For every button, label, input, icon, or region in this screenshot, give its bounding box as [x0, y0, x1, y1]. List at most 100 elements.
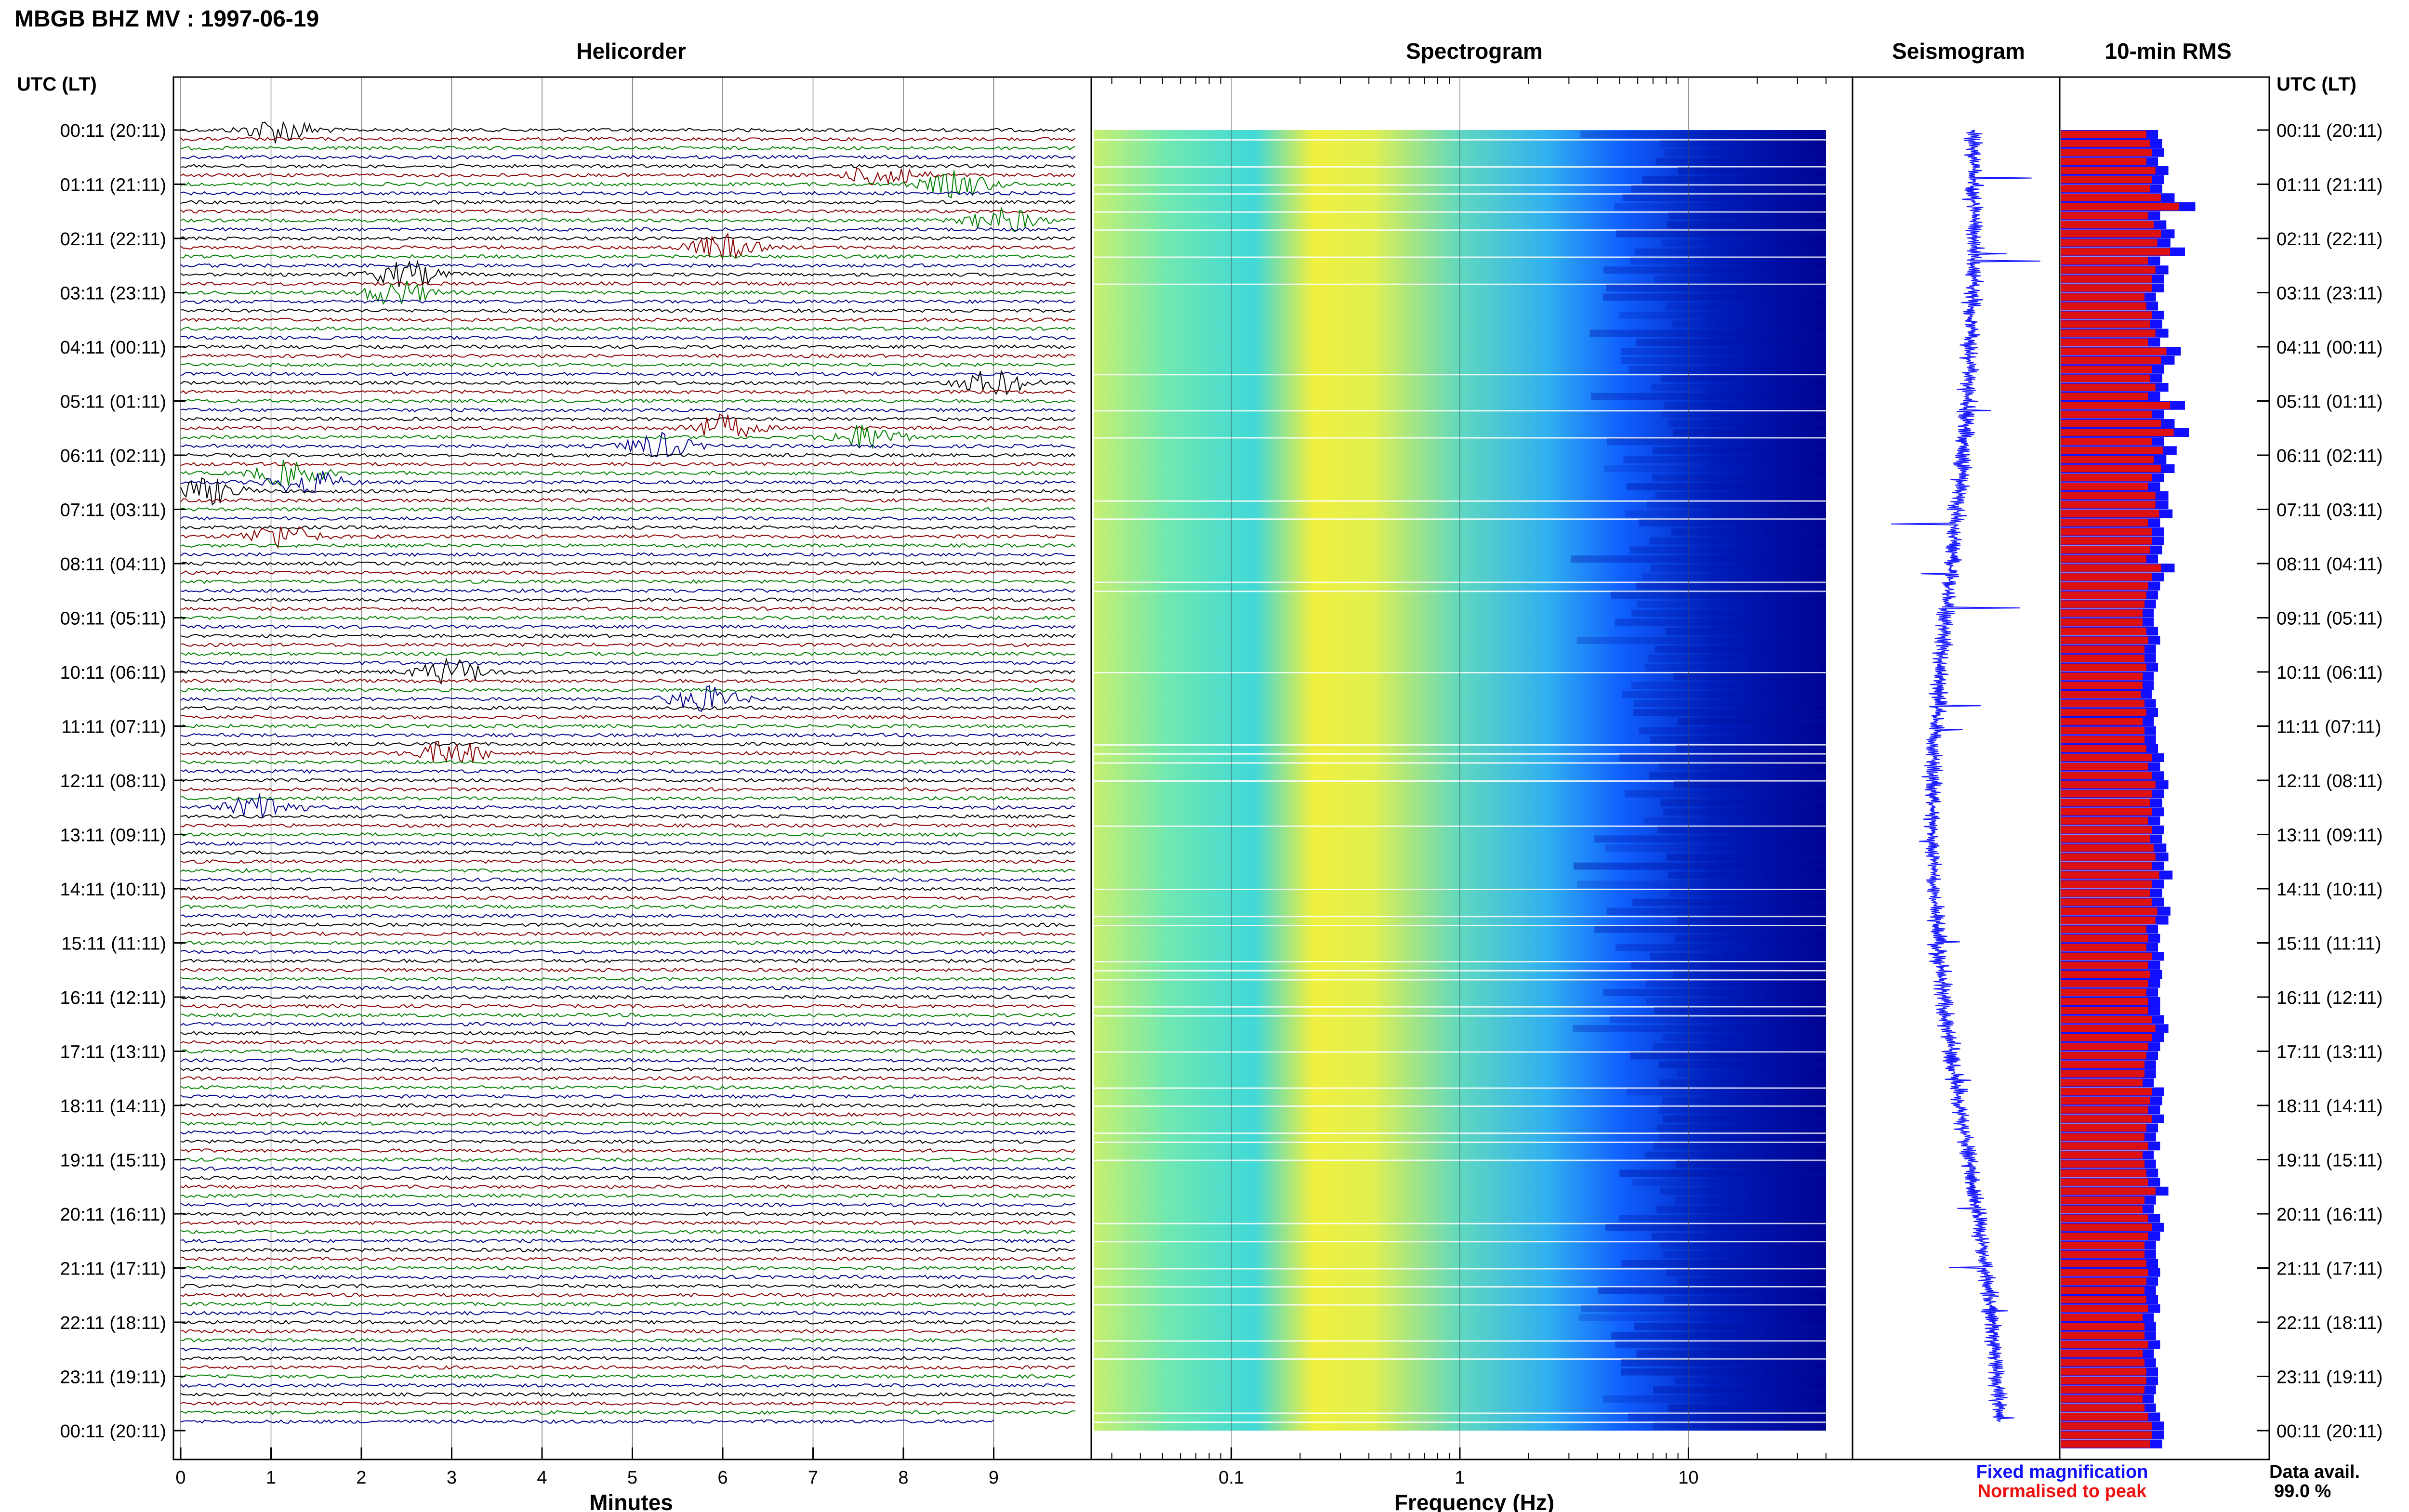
spectrogram-row-band	[1639, 519, 1826, 526]
time-label-left: 00:11 (20:11)	[60, 1421, 166, 1442]
rms-bar-normalised	[2061, 790, 2152, 798]
helicorder-trace	[180, 1211, 1075, 1216]
rms-bar-normalised	[2061, 293, 2145, 301]
helicorder-trace	[180, 814, 1075, 819]
helicorder-trace	[180, 362, 1075, 368]
spectrogram-row-band	[1630, 962, 1826, 969]
rms-bar-normalised	[2061, 510, 2159, 518]
rms-bar-normalised	[2061, 284, 2152, 292]
spectrogram-row-band	[1625, 510, 1826, 518]
time-label-left: 00:11 (20:11)	[60, 121, 166, 141]
rms-bar-normalised	[2061, 410, 2152, 418]
helicorder-trace	[180, 1302, 1075, 1307]
spectrogram-row-band	[1636, 1350, 1826, 1357]
spectrogram-row-band	[1653, 1386, 1826, 1394]
helicorder-trace	[180, 657, 1075, 686]
spectrogram-row-band	[1663, 1115, 1826, 1123]
helicorder-trace	[180, 254, 1075, 259]
panel-title-rms: 10-min RMS	[2105, 39, 2231, 64]
time-label-right: 05:11 (01:11)	[2277, 392, 2383, 412]
spectrogram-row-band	[1666, 854, 1826, 861]
rms-bar-normalised	[2061, 1386, 2145, 1394]
rms-bar-normalised	[2061, 1106, 2148, 1114]
time-label-left: 14:11 (10:11)	[60, 880, 166, 900]
spectrogram-row-band	[1598, 1287, 1826, 1294]
rms-bar-normalised	[2061, 501, 2156, 509]
helicorder-trace	[180, 461, 1075, 467]
spectrogram-row-band	[1653, 1043, 1826, 1051]
time-label-right: 14:11 (10:11)	[2277, 880, 2383, 900]
spectrogram-row-band	[1678, 718, 1826, 725]
spectrogram-row-band	[1653, 1143, 1826, 1150]
spectrogram-row-band	[1669, 890, 1826, 897]
time-label-left: 20:11 (16:11)	[60, 1205, 166, 1225]
rms-bar-normalised	[2061, 1034, 2152, 1041]
helicorder-trace	[180, 417, 1075, 421]
helicorder-panel: 0 1 2 3 4 5 6 7 8 9	[172, 76, 1092, 1488]
rms-bar-normalised	[2061, 916, 2156, 924]
spectrogram-row-band	[1621, 1368, 1826, 1376]
spectrogram-row-band	[1630, 185, 1826, 193]
spectrogram-row-band	[1619, 312, 1826, 319]
spectrogram-row-band	[1654, 1007, 1826, 1014]
rms-bar-normalised	[2061, 808, 2152, 815]
spectrogram-row-band	[1636, 582, 1826, 590]
spectrogram-row-band	[1662, 1034, 1826, 1041]
rms-bar-normalised	[2061, 465, 2161, 473]
time-label-left: 21:11 (17:11)	[60, 1259, 166, 1279]
rms-bar-normalised	[2061, 555, 2146, 563]
rms-bar-normalised	[2061, 952, 2152, 960]
spectrogram-row-band	[1648, 655, 1826, 662]
helicorder-trace	[180, 453, 1076, 458]
helicorder-trace	[180, 1229, 1075, 1235]
helicorder-trace	[180, 1347, 1075, 1352]
spectrogram-row-band	[1605, 1223, 1826, 1231]
rms-bar-normalised	[2061, 1287, 2145, 1294]
spectrogram-row-band	[1674, 934, 1826, 942]
spectrogram-row-band	[1676, 745, 1826, 752]
helicorder-trace	[180, 1103, 1075, 1108]
helicorder-trace	[180, 995, 1075, 1000]
rms-bar-normalised	[2061, 862, 2152, 870]
time-label-left: 22:11 (18:11)	[60, 1313, 166, 1333]
rms-bar-normalised	[2061, 266, 2156, 274]
helicorder-trace	[180, 1003, 1075, 1009]
rms-bar-normalised	[2061, 600, 2145, 608]
time-label-left: 06:11 (02:11)	[60, 446, 166, 466]
rms-bar-normalised	[2061, 1196, 2145, 1204]
helicorder-trace	[180, 1356, 1075, 1361]
spectrogram-row-band	[1673, 971, 1826, 978]
time-axis-header-left: UTC (LT)	[17, 74, 97, 95]
helicorder-trace	[180, 742, 1075, 747]
helicorder-trace	[180, 597, 1075, 602]
rms-bar-normalised	[2061, 1214, 2148, 1222]
rms-bar-normalised	[2061, 356, 2161, 364]
spectrogram-row-band	[1634, 248, 1826, 256]
rms-bar-normalised	[2061, 699, 2145, 707]
helicorder-trace	[180, 477, 1075, 506]
rms-bar-normalised	[2061, 1025, 2156, 1032]
figure-title: MBGB BHZ MV : 1997-06-19	[14, 6, 319, 32]
time-label-right: 22:11 (18:11)	[2277, 1313, 2383, 1333]
rms-bar-normalised	[2061, 239, 2158, 247]
helicorder-trace	[180, 460, 1075, 487]
helicorder-trace	[180, 606, 1076, 611]
rms-bar-normalised	[2061, 338, 2148, 346]
spectrogram-row-band	[1660, 375, 1826, 382]
rms-bar-normalised	[2061, 1296, 2146, 1303]
helicorder-trace	[180, 552, 1075, 557]
helicorder-trace	[180, 706, 1075, 710]
helicorder-trace	[180, 588, 1075, 593]
helicorder-trace	[180, 120, 1075, 144]
rms-panel	[2059, 76, 2270, 1460]
helicorder-trace	[180, 1311, 1075, 1316]
helicorder-trace	[180, 769, 1075, 774]
rms-bar-normalised	[2061, 474, 2152, 482]
spectrogram-row-band	[1615, 1341, 1826, 1349]
time-label-right: 04:11 (00:11)	[2277, 338, 2383, 358]
helicorder-trace	[180, 1383, 1075, 1388]
helicorder-trace	[180, 354, 1075, 358]
helicorder-trace	[180, 986, 1075, 991]
spectrogram-row-band	[1657, 826, 1826, 834]
spectrogram-row-band	[1619, 1215, 1826, 1222]
